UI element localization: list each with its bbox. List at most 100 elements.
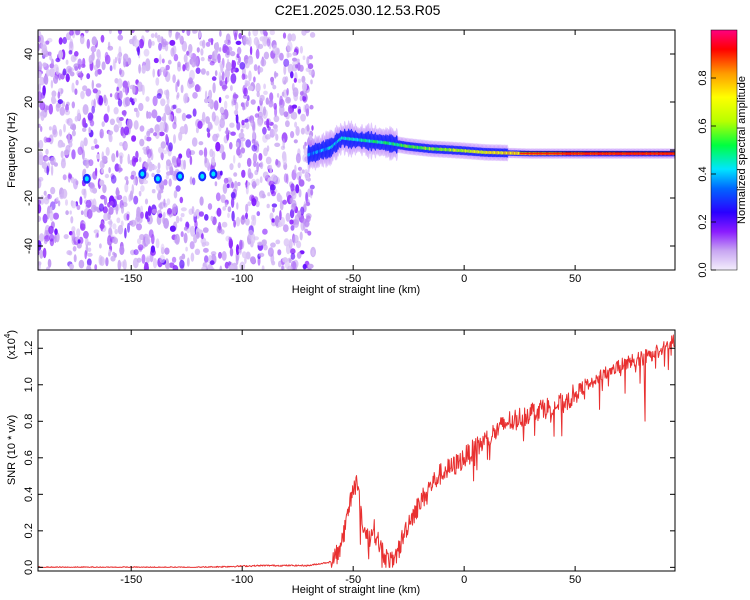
noise-cell: [204, 255, 209, 263]
noise-cell: [77, 239, 81, 244]
y-tick-label: 0.4: [23, 487, 35, 502]
noise-cell: [246, 157, 252, 167]
noise-cell: [248, 70, 252, 82]
noise-cell: [175, 215, 180, 224]
noise-cell: [285, 243, 291, 255]
noise-cell: [229, 142, 233, 150]
noise-cell: [105, 146, 110, 156]
noise-cell: [86, 252, 93, 257]
noise-cell: [79, 196, 83, 206]
noise-cell: [208, 96, 212, 103]
noise-cell: [133, 97, 137, 103]
noise-cell: [304, 103, 310, 114]
noise-cell: [226, 183, 230, 189]
noise-cell: [84, 250, 87, 260]
noise-cell: [237, 162, 241, 169]
noise-cell: [146, 110, 149, 119]
colorbar-label: Normalized spectral amplitude: [736, 76, 748, 224]
noise-cell: [226, 58, 230, 68]
noise-cell: [138, 190, 142, 197]
noise-cell: [50, 160, 55, 166]
noise-cell: [175, 81, 178, 93]
noise-cell: [180, 231, 184, 238]
noise-cell: [241, 73, 246, 80]
noise-cell: [103, 212, 109, 221]
noise-cell: [180, 84, 184, 94]
noise-cell: [135, 211, 141, 222]
noise-cell: [65, 210, 69, 216]
noise-cell: [289, 219, 294, 225]
noise-cell: [227, 206, 232, 213]
noise-cell: [271, 260, 276, 266]
noise-cell: [240, 128, 244, 133]
noise-cell: [243, 36, 249, 42]
noise-cell: [108, 206, 114, 215]
snr-series-line: [38, 334, 675, 568]
noise-cell: [299, 45, 303, 54]
noise-cell: [237, 61, 240, 65]
noise-cell: [153, 57, 159, 64]
noise-cell: [266, 38, 271, 47]
noise-cell: [286, 51, 290, 59]
noise-cell: [220, 114, 226, 121]
noise-cell: [131, 155, 137, 167]
heatmap-x-ticks: -150 -100 -50 0 50: [120, 30, 581, 285]
noise-cell: [47, 258, 51, 267]
noise-cell: [71, 226, 76, 233]
noise-cell: [219, 170, 223, 176]
noise-cell: [202, 39, 206, 49]
noise-cell: [235, 244, 240, 256]
noise-cell: [295, 184, 300, 194]
noise-cell: [283, 58, 290, 67]
noise-cell: [190, 252, 195, 262]
noise-cell: [297, 166, 303, 171]
noise-cell: [58, 129, 63, 137]
noise-cell: [252, 152, 258, 164]
noise-cell: [174, 233, 180, 245]
noise-cell: [241, 169, 246, 178]
noise-cell: [45, 69, 51, 77]
noise-cell: [69, 263, 75, 270]
noise-cell: [279, 104, 285, 116]
noise-cell: [137, 244, 144, 251]
snr-frame: [37, 329, 676, 572]
noise-cell: [148, 229, 154, 238]
noise-cell: [94, 70, 99, 77]
noise-cell: [137, 46, 140, 56]
colorbar-frame: [710, 29, 738, 271]
noise-cell: [113, 124, 120, 133]
noise-cell: [183, 54, 188, 63]
noise-cell: [186, 148, 192, 159]
noise-cell: [310, 79, 313, 85]
noise-cell: [115, 187, 120, 197]
noise-cell: [146, 148, 152, 159]
x-tick-label: -150: [120, 273, 142, 285]
noise-cell: [138, 102, 144, 112]
noise-cell: [38, 151, 44, 161]
noise-cell: [77, 146, 83, 156]
noise-cell: [272, 207, 275, 213]
noise-cell: [151, 189, 156, 194]
noise-cell: [71, 101, 76, 109]
noise-cell: [295, 153, 301, 164]
noise-cell: [265, 156, 272, 165]
noise-cell: [117, 52, 122, 63]
noise-cell: [115, 204, 119, 215]
noise-cell: [38, 83, 41, 92]
noise-cell: [160, 141, 166, 149]
noise-cell: [167, 59, 172, 65]
noise-cell: [152, 258, 158, 269]
noise-cell: [101, 151, 105, 161]
noise-cell: [270, 184, 276, 191]
noise-cell: [215, 133, 220, 138]
noise-cell: [296, 58, 300, 63]
noise-cell: [291, 111, 298, 120]
noise-cell: [275, 239, 281, 245]
noise-cell: [251, 144, 258, 152]
noise-cell: [181, 253, 186, 260]
noise-cell: [197, 120, 203, 129]
noise-cell: [259, 176, 263, 184]
noise-cell: [286, 41, 293, 52]
noise-cell: [141, 254, 146, 264]
